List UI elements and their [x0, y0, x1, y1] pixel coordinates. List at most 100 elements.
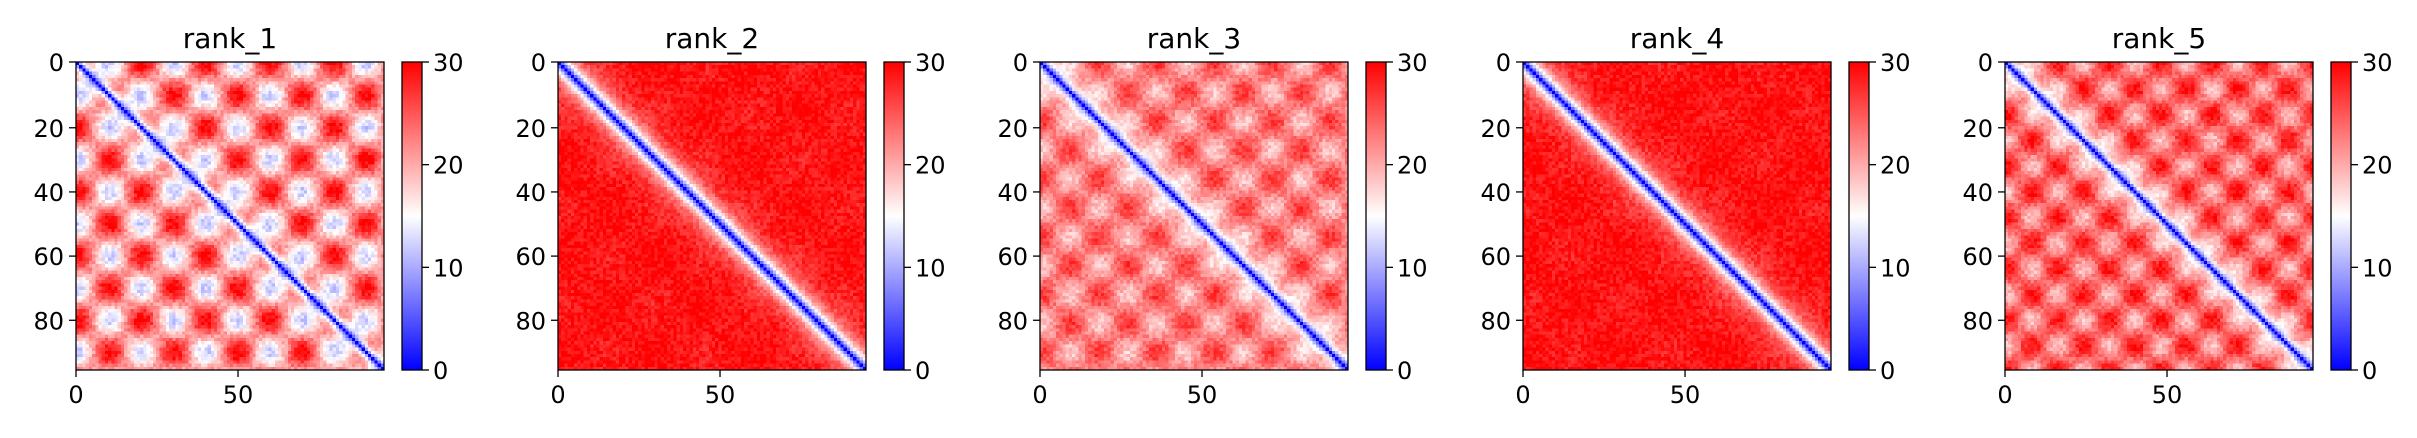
heatmap-cell: [114, 65, 119, 70]
heatmap-cell: [143, 71, 148, 76]
heatmap-cell: [367, 84, 372, 89]
heatmap-cell: [181, 97, 186, 102]
heatmap-cell: [226, 81, 231, 86]
heatmap-cell: [236, 81, 241, 86]
heatmap-cell: [140, 90, 144, 95]
heatmap-cell: [361, 78, 366, 82]
heatmap-cell: [117, 100, 122, 105]
heatmap-cell: [361, 84, 366, 89]
heatmap-cell: [143, 68, 148, 73]
heatmap-cell: [281, 78, 286, 82]
heatmap-cell: [326, 74, 331, 79]
heatmap-cell: [255, 71, 260, 76]
heatmap-cell: [223, 62, 228, 66]
heatmap-cell: [172, 84, 177, 89]
heatmap-cell: [364, 81, 369, 86]
heatmap-cell: [242, 90, 247, 95]
heatmap-cell: [92, 84, 96, 89]
heatmap-cell: [162, 68, 167, 73]
heatmap-cell: [278, 65, 282, 70]
heatmap-cell: [236, 68, 241, 73]
heatmap-cell: [136, 100, 141, 105]
heatmap-cell: [114, 68, 119, 73]
heatmap-cell: [146, 90, 151, 95]
heatmap-cell: [329, 81, 334, 86]
heatmap-cell: [249, 90, 254, 95]
heatmap-cell: [255, 97, 260, 102]
heatmap-cell: [319, 84, 324, 89]
heatmap-cell: [143, 100, 148, 105]
heatmap-cell: [213, 97, 218, 102]
heatmap-cell: [175, 68, 180, 73]
heatmap-cell: [140, 78, 144, 82]
heatmap-cell: [345, 81, 350, 86]
heatmap-cell: [313, 84, 318, 89]
heatmap-cell: [351, 71, 356, 76]
heatmap-cell: [143, 97, 148, 102]
heatmap-cell: [204, 90, 209, 95]
heatmap-cell: [220, 81, 225, 86]
heatmap-cell: [120, 100, 125, 105]
heatmap-cell: [117, 87, 122, 92]
heatmap-cell: [255, 87, 260, 92]
heatmap-cell: [319, 81, 324, 86]
heatmap-cell: [329, 65, 334, 70]
heatmap-cell: [101, 94, 106, 98]
heatmap-cell: [88, 78, 93, 82]
heatmap-cell: [172, 81, 177, 86]
heatmap-cell: [165, 65, 170, 70]
heatmap-cell: [380, 94, 385, 98]
heatmap-cell: [104, 90, 109, 95]
heatmap-cell: [178, 84, 183, 89]
heatmap-cell: [303, 97, 308, 102]
heatmap-cell: [79, 100, 84, 105]
heatmap-cell: [76, 84, 80, 89]
heatmap-cell: [281, 90, 286, 95]
heatmap-cell: [278, 71, 282, 76]
heatmap-cell: [303, 87, 308, 92]
heatmap-cell: [319, 68, 324, 73]
heatmap-cell: [316, 65, 321, 70]
heatmap-cell: [92, 74, 96, 79]
heatmap-cell: [165, 74, 170, 79]
heatmap-cell: [246, 62, 250, 66]
heatmap-cell: [117, 68, 122, 73]
heatmap-cell: [236, 87, 241, 92]
heatmap-cell: [124, 68, 128, 73]
heatmap-cell: [185, 78, 189, 82]
heatmap-cell: [294, 74, 298, 79]
heatmap-cell: [156, 84, 161, 89]
heatmap-cell: [278, 68, 282, 73]
heatmap-cell: [124, 97, 128, 102]
heatmap-cell: [326, 84, 331, 89]
heatmap-cell: [323, 78, 327, 82]
heatmap-cell: [230, 90, 234, 95]
heatmap-cell: [274, 74, 279, 79]
heatmap-cell: [258, 84, 263, 89]
heatmap-cell: [143, 62, 148, 66]
heatmap-cell: [348, 94, 353, 98]
heatmap-cell: [345, 84, 350, 89]
heatmap-cell: [120, 87, 125, 92]
heatmap-cell: [159, 81, 164, 86]
heatmap-cell: [239, 62, 244, 66]
heatmap-cell: [284, 94, 289, 98]
heatmap-cell: [188, 94, 193, 98]
heatmap-cell: [335, 84, 340, 89]
heatmap-cell: [181, 84, 186, 89]
heatmap-cell: [194, 71, 199, 76]
heatmap-cell: [114, 78, 119, 82]
heatmap-cell: [297, 65, 302, 70]
heatmap-cell: [335, 94, 340, 98]
heatmap-cell: [217, 84, 221, 89]
heatmap-cell: [185, 71, 189, 76]
heatmap-cell: [287, 97, 292, 102]
heatmap-cell: [213, 94, 218, 98]
heatmap-cell: [197, 87, 202, 92]
heatmap-cell: [230, 65, 234, 70]
heatmap-cell: [95, 65, 100, 70]
heatmap-cell: [146, 78, 151, 82]
heatmap-cell: [268, 65, 273, 70]
heatmap-cell: [217, 65, 221, 70]
heatmap-cell: [204, 74, 209, 79]
